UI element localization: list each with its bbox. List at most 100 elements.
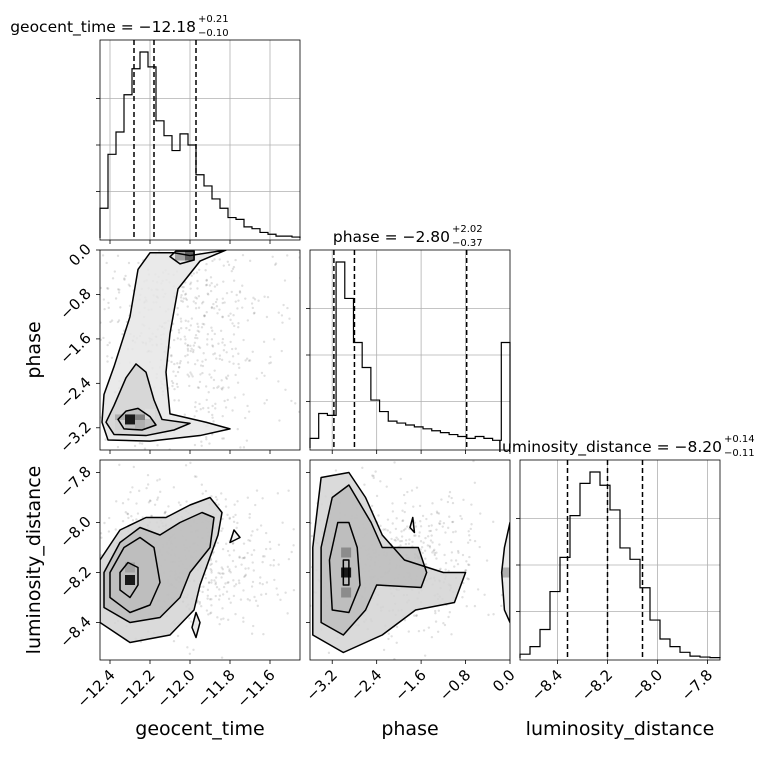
scatter-point xyxy=(224,582,227,585)
scatter-point xyxy=(419,540,423,543)
ytick-label-phase: −3.2 xyxy=(56,418,94,456)
scatter-point xyxy=(236,456,238,458)
scatter-point xyxy=(261,497,264,500)
scatter-point xyxy=(260,371,264,375)
contour-line xyxy=(409,516,416,534)
scatter-point xyxy=(94,532,96,534)
scatter-point xyxy=(307,513,309,515)
hist2d-cell xyxy=(125,562,135,573)
scatter-point xyxy=(211,413,214,417)
scatter-point xyxy=(435,510,439,513)
title-luminosity-distance-sub: −0.11 xyxy=(724,448,755,459)
scatter-point xyxy=(202,454,204,456)
scatter-point xyxy=(238,366,241,370)
scatter-point xyxy=(276,593,279,596)
scatter-point xyxy=(269,563,272,567)
scatter-point xyxy=(198,602,201,605)
scatter-point xyxy=(292,588,296,592)
scatter-point xyxy=(371,474,374,477)
scatter-point xyxy=(278,419,281,422)
scatter-point xyxy=(224,406,228,409)
scatter-point xyxy=(177,366,181,369)
scatter-point xyxy=(385,485,388,488)
scatter-point xyxy=(236,307,239,310)
scatter-point xyxy=(192,344,196,347)
scatter-point xyxy=(116,254,120,258)
scatter-point xyxy=(189,344,192,348)
scatter-point xyxy=(214,495,218,499)
scatter-point xyxy=(229,318,232,322)
scatter-point xyxy=(460,517,463,520)
scatter-point xyxy=(403,619,407,622)
title-geocent-time: geocent_time = −12.18 xyxy=(10,18,196,37)
scatter-point xyxy=(457,551,460,554)
scatter-point xyxy=(548,545,550,547)
scatter-point xyxy=(100,321,102,324)
scatter-point xyxy=(439,567,442,570)
scatter-point xyxy=(205,398,208,402)
scatter-point xyxy=(203,315,206,318)
scatter-point xyxy=(179,320,183,323)
scatter-point xyxy=(287,489,290,492)
scatter-point xyxy=(192,648,195,652)
scatter-point xyxy=(210,495,213,498)
scatter-point xyxy=(184,281,187,284)
scatter-point xyxy=(444,531,447,534)
scatter-point xyxy=(257,483,259,485)
scatter-point xyxy=(464,569,467,572)
scatter-point xyxy=(464,569,468,572)
scatter-point xyxy=(293,559,295,561)
scatter-point xyxy=(468,534,471,537)
scatter-point xyxy=(415,614,418,617)
title-phase-sup: +2.02 xyxy=(452,224,483,235)
scatter-point xyxy=(391,502,394,505)
scatter-point xyxy=(435,557,438,560)
scatter-point xyxy=(421,514,425,518)
scatter-point xyxy=(450,551,454,554)
scatter-point xyxy=(117,291,121,294)
scatter-point xyxy=(423,549,427,552)
scatter-point xyxy=(220,492,223,495)
scatter-point xyxy=(407,630,410,633)
scatter-point xyxy=(239,598,243,601)
scatter-point xyxy=(213,352,217,355)
scatter-point xyxy=(210,604,213,607)
scatter-point xyxy=(470,503,473,506)
scatter-point xyxy=(372,474,375,478)
scatter-point xyxy=(193,405,197,409)
scatter-point xyxy=(177,474,179,476)
scatter-point xyxy=(468,563,471,567)
scatter-point xyxy=(414,525,418,528)
scatter-point xyxy=(396,538,400,541)
scatter-point xyxy=(228,569,231,573)
scatter-point xyxy=(418,531,421,534)
scatter-point xyxy=(386,518,390,521)
scatter-point xyxy=(209,611,213,614)
scatter-point xyxy=(212,378,216,382)
scatter-point xyxy=(242,338,245,342)
scatter-point xyxy=(237,362,240,366)
scatter-point xyxy=(467,578,470,581)
scatter-point xyxy=(257,299,260,302)
scatter-point xyxy=(268,540,272,544)
scatter-point xyxy=(196,359,199,362)
scatter-point xyxy=(221,297,225,300)
scatter-point xyxy=(221,547,225,551)
scatter-point xyxy=(246,551,249,555)
scatter-point xyxy=(192,300,195,303)
xtick-label-phase: −2.4 xyxy=(347,666,385,704)
scatter-point xyxy=(232,362,235,365)
scatter-point xyxy=(211,329,214,332)
scatter-point xyxy=(226,581,229,584)
scatter-point xyxy=(50,499,52,501)
scatter-point xyxy=(81,412,83,414)
title-luminosity-distance: luminosity_distance = −8.20 xyxy=(498,438,722,457)
scatter-point xyxy=(163,511,167,514)
scatter-point xyxy=(202,352,205,355)
scatter-point xyxy=(200,483,204,486)
scatter-point xyxy=(181,290,185,293)
scatter-point xyxy=(428,529,431,533)
scatter-point xyxy=(292,544,295,547)
scatter-point xyxy=(406,490,409,494)
scatter-point xyxy=(95,591,97,593)
